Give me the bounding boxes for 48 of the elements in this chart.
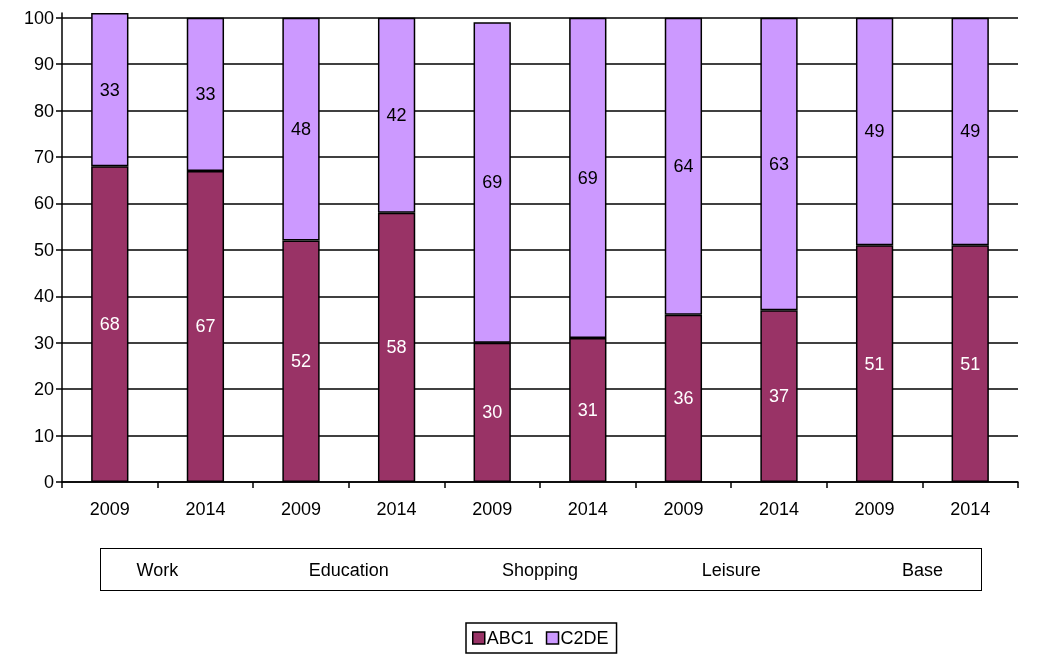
- data-label: 49: [864, 121, 885, 142]
- y-tick-label: 40: [33, 286, 54, 307]
- text: Leisure: [701, 560, 761, 580]
- data-label: 69: [577, 167, 598, 188]
- data-label: 42: [386, 105, 407, 126]
- data-label: 63: [768, 153, 790, 174]
- x-tick-label: 2009: [472, 499, 513, 519]
- x-tick-label: 2014: [185, 499, 226, 519]
- x-tick-label: 2014: [567, 499, 608, 519]
- data-label: 48: [290, 119, 312, 140]
- x-tick-label: 2009: [663, 499, 704, 519]
- data-label: 37: [768, 386, 790, 407]
- y-tick-label: 20: [33, 379, 54, 400]
- data-label: 67: [195, 316, 216, 337]
- x-tick-label: 2014: [376, 499, 417, 519]
- x-tick-label: 2014: [950, 499, 991, 519]
- data-label: 31: [577, 400, 598, 421]
- data-label: 69: [482, 172, 503, 193]
- y-tick-label: 50: [33, 239, 54, 260]
- y-tick-label: 100: [23, 7, 54, 28]
- data-label: 58: [386, 337, 407, 358]
- text: Base: [901, 560, 943, 580]
- data-label: 36: [673, 388, 694, 409]
- y-tick-label: 70: [33, 146, 54, 167]
- y-tick-label: 0: [43, 472, 54, 492]
- data-label: 51: [864, 353, 885, 374]
- y-tick-label: 60: [33, 193, 54, 214]
- y-tick-label: 90: [33, 54, 54, 75]
- data-label: 33: [195, 84, 216, 105]
- y-tick-label: 80: [33, 100, 54, 121]
- data-label: 33: [99, 79, 120, 100]
- text: Education: [308, 560, 389, 580]
- data-label: 52: [290, 351, 312, 372]
- data-label: 68: [99, 314, 120, 335]
- x-tick-label: 2014: [758, 499, 800, 519]
- x-tick-label: 2009: [89, 499, 130, 519]
- y-tick-label: 10: [33, 425, 54, 446]
- data-label: 51: [960, 353, 981, 374]
- data-label: 30: [482, 402, 503, 423]
- data-label: 64: [673, 156, 694, 177]
- x-tick-label: 2009: [854, 499, 895, 519]
- x-tick-label: 2009: [280, 499, 322, 519]
- legend-label: C2DE: [560, 628, 609, 648]
- text: Shopping: [502, 560, 579, 580]
- text: Work: [136, 560, 179, 580]
- legend-label: ABC1: [486, 628, 534, 648]
- data-label: 49: [960, 121, 981, 142]
- y-tick-label: 30: [33, 332, 54, 353]
